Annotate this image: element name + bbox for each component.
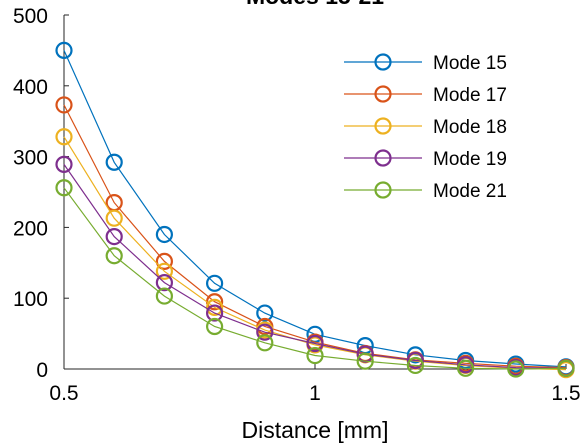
legend-item: Mode 15 <box>344 53 507 74</box>
series-line <box>63 136 567 371</box>
data-point <box>55 128 73 146</box>
data-point <box>406 346 424 364</box>
data-point <box>256 323 274 341</box>
legend-item: Mode 18 <box>344 117 507 138</box>
data-point <box>206 298 224 317</box>
legend-label: Mode 21 <box>433 181 507 202</box>
data-point <box>155 274 173 292</box>
series-group <box>55 41 575 379</box>
data-point <box>155 287 173 305</box>
data-point <box>507 360 525 378</box>
x-axis-label: Distance [mm] <box>242 417 389 443</box>
data-point <box>55 96 73 114</box>
series-line <box>63 104 567 369</box>
data-point <box>155 262 173 280</box>
y-tick-label: 100 <box>13 288 48 311</box>
y-tick-label: 200 <box>13 217 48 240</box>
data-point <box>406 356 424 375</box>
series-line <box>63 187 567 370</box>
series-mode-21 <box>55 179 575 378</box>
y-tick-label: 500 <box>13 5 48 28</box>
legend-item: Mode 21 <box>344 181 507 202</box>
data-point <box>206 317 224 336</box>
legend-label: Mode 17 <box>433 85 507 106</box>
data-point <box>356 352 374 370</box>
data-point <box>55 155 73 173</box>
data-point <box>155 225 173 244</box>
data-point <box>406 351 424 370</box>
data-point <box>206 304 224 322</box>
data-point <box>256 304 274 322</box>
data-point <box>306 334 324 353</box>
data-point <box>557 359 575 377</box>
data-point <box>105 228 123 246</box>
plot-area <box>64 15 566 369</box>
legend-label: Mode 15 <box>433 53 507 74</box>
data-point <box>55 179 73 197</box>
axes: 0.5 1 1.5 0 100 200 300 400 500 <box>13 5 581 405</box>
legend-marker <box>374 117 392 135</box>
data-point <box>105 247 123 265</box>
legend-label: Mode 18 <box>433 117 507 138</box>
legend-marker <box>374 149 392 167</box>
data-point <box>206 274 224 292</box>
series-line <box>63 164 567 369</box>
y-tick-label: 400 <box>13 76 48 99</box>
chart-title: Modes 15-21 <box>246 0 384 9</box>
legend-marker <box>374 53 392 71</box>
data-point <box>457 359 475 377</box>
legend-item: Mode 19 <box>344 149 507 170</box>
data-point <box>105 153 123 171</box>
legend: Mode 15 Mode 17 Mode 18 Mode 19 Mode 21 <box>344 53 507 202</box>
y-tick-label: 0 <box>36 359 48 382</box>
data-point <box>55 41 73 60</box>
x-tick-label: 0.5 <box>49 382 78 405</box>
data-point <box>155 252 173 270</box>
y-tick-label: 300 <box>13 147 48 170</box>
x-tick-label: 1.5 <box>551 382 580 405</box>
legend-label: Mode 19 <box>433 149 507 170</box>
plot-background <box>64 15 566 369</box>
legend-marker <box>374 181 392 199</box>
legend-marker <box>374 85 392 103</box>
series-mode-17 <box>55 96 575 377</box>
data-point <box>256 334 274 352</box>
data-point <box>306 346 324 365</box>
x-tick-label: 1 <box>309 382 321 405</box>
data-point <box>105 209 123 227</box>
legend-item: Mode 17 <box>344 85 507 106</box>
